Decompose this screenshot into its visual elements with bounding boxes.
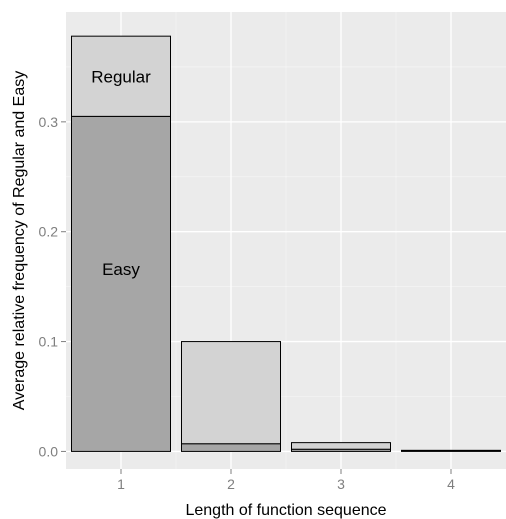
x-axis-ticks: 1 2 3 4 — [117, 469, 455, 492]
x-tick-label: 4 — [447, 476, 455, 492]
segment-labels: Easy Regular — [91, 67, 151, 279]
bar-segment-regular — [401, 449, 501, 452]
x-tick-label: 1 — [117, 476, 125, 492]
bar-segment-regular — [291, 442, 391, 450]
bar-segment-regular — [181, 341, 281, 445]
y-tick-label: 0.1 — [39, 334, 59, 350]
x-axis-title: Length of function sequence — [185, 502, 386, 519]
bar-segment-easy — [181, 443, 281, 452]
x-tick-label: 2 — [227, 476, 235, 492]
y-axis-title: Average relative frequency of Regular an… — [11, 71, 28, 410]
x-tick-label: 3 — [337, 476, 345, 492]
y-axis-ticks: 0.0 0.1 0.2 0.3 — [39, 114, 66, 459]
bars — [71, 35, 501, 452]
bar-segment-easy — [71, 115, 171, 452]
segment-label-easy: Easy — [102, 260, 140, 279]
bar-segment-regular — [71, 35, 171, 117]
segment-label-regular: Regular — [91, 67, 151, 86]
y-tick-label: 0.2 — [39, 224, 59, 240]
y-tick-label: 0.0 — [39, 443, 59, 459]
y-tick-label: 0.3 — [39, 114, 59, 130]
